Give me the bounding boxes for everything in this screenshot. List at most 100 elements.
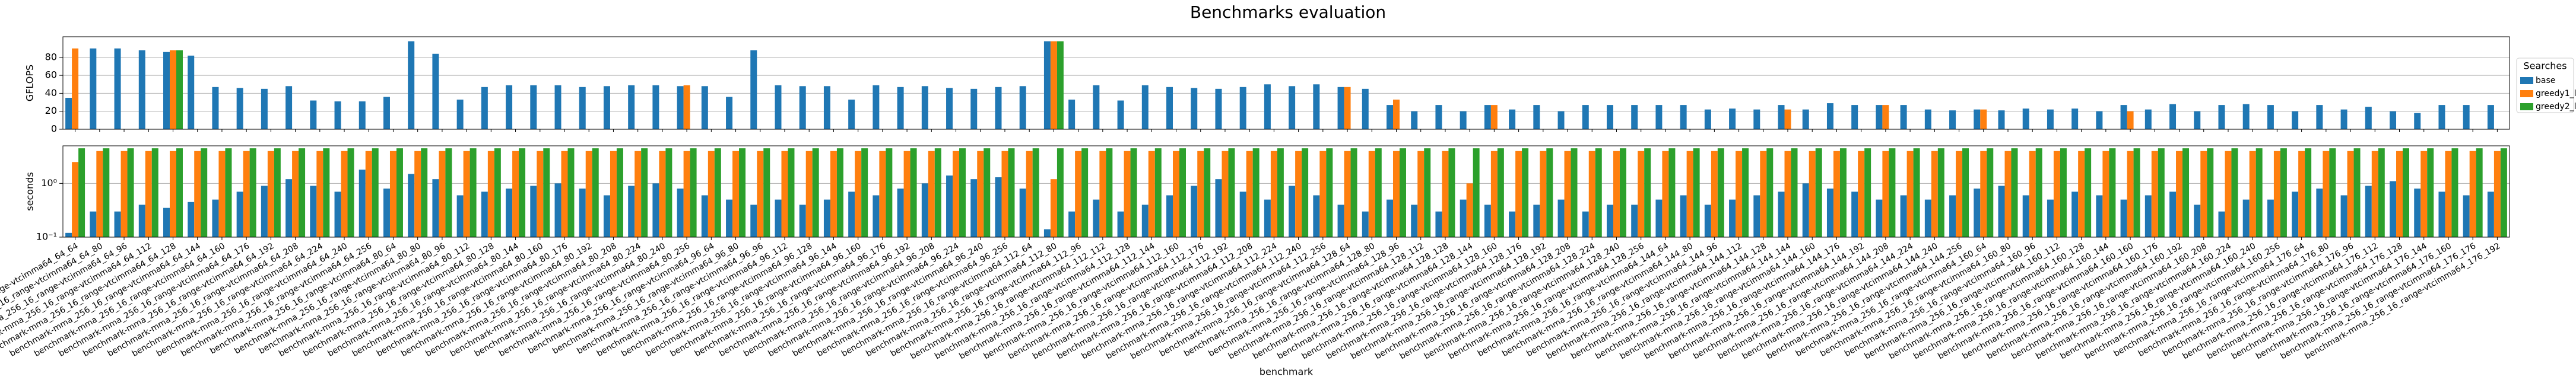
bar — [585, 151, 592, 237]
bar — [243, 151, 250, 237]
bar — [359, 170, 366, 237]
bar — [1019, 86, 1026, 129]
bar — [659, 151, 666, 237]
x-axis-label: benchmark — [1260, 366, 1314, 378]
bar — [1043, 229, 1051, 237]
bar — [1509, 211, 1516, 237]
bar — [1595, 148, 1602, 237]
bar — [1606, 105, 1613, 129]
bar — [2292, 191, 2299, 237]
bar — [1882, 151, 1889, 237]
y-tick-label: 10⁻¹ — [36, 231, 57, 242]
bar — [1050, 41, 1057, 129]
bar — [481, 191, 488, 237]
bar — [2102, 151, 2109, 237]
bar — [2316, 189, 2323, 237]
bar — [1655, 105, 1663, 129]
bar — [1166, 195, 1173, 237]
bar — [2305, 148, 2312, 237]
bar — [775, 199, 782, 237]
bar — [1130, 148, 1137, 237]
bar — [683, 151, 690, 237]
bar — [701, 86, 708, 129]
bar — [1833, 151, 1840, 237]
bar — [1631, 205, 1638, 237]
bar — [1362, 88, 1369, 129]
bar — [739, 148, 746, 237]
bar — [1655, 199, 1663, 237]
bar — [1540, 151, 1547, 237]
bar — [2096, 111, 2103, 129]
bar — [1099, 151, 1106, 237]
bar — [677, 86, 684, 129]
bar — [977, 151, 984, 237]
bar — [261, 88, 268, 129]
bar — [886, 148, 893, 237]
bar — [1949, 195, 1956, 237]
bar — [1937, 148, 1944, 237]
bar — [2340, 195, 2347, 237]
bar — [1987, 148, 1994, 237]
bar — [1252, 148, 1260, 237]
bar — [2280, 148, 2287, 237]
bar — [1117, 211, 1124, 237]
bar — [456, 100, 464, 129]
bar — [138, 205, 145, 237]
bar — [163, 52, 170, 129]
bar — [1375, 148, 1382, 237]
bar — [506, 85, 513, 129]
bar — [2047, 199, 2054, 237]
bar — [1851, 191, 1858, 237]
bar — [910, 148, 917, 237]
bar — [463, 151, 470, 237]
bar — [1588, 151, 1595, 237]
bar — [616, 148, 623, 237]
bar — [836, 148, 843, 237]
bar — [2022, 108, 2029, 129]
bar — [567, 148, 575, 237]
y-tick-label: 10⁰ — [41, 177, 57, 189]
bar — [530, 85, 537, 129]
bar — [1141, 85, 1149, 129]
bar — [2403, 148, 2409, 237]
bar — [2194, 205, 2201, 237]
bar — [285, 86, 293, 129]
bar — [812, 148, 819, 237]
bar — [2078, 151, 2085, 237]
bar — [1075, 151, 1082, 237]
bar — [1043, 41, 1051, 129]
bar — [1956, 151, 1963, 237]
bar — [2427, 148, 2434, 237]
bar — [830, 151, 837, 237]
bar — [1448, 148, 1455, 237]
legend-title: Searches — [2523, 60, 2567, 72]
bar — [1166, 87, 1173, 129]
bar — [554, 183, 561, 237]
bar — [1680, 195, 1687, 237]
bar — [2231, 148, 2238, 237]
bar — [897, 189, 904, 237]
bar — [2071, 108, 2079, 129]
bar — [2242, 199, 2250, 237]
bar — [750, 205, 757, 237]
bar — [114, 48, 121, 129]
bar — [1906, 151, 1914, 237]
bar — [1974, 109, 1981, 129]
bar — [2347, 151, 2354, 237]
bar — [1515, 151, 1522, 237]
plot-frame — [62, 145, 2510, 238]
bar — [1019, 189, 1026, 237]
bar — [1270, 151, 1277, 237]
bar — [347, 148, 354, 237]
bar — [1826, 103, 1833, 129]
bar — [2414, 113, 2421, 129]
bar — [145, 151, 152, 237]
bar — [1826, 189, 1833, 237]
bar — [714, 148, 721, 237]
bar — [641, 148, 648, 237]
bar — [1778, 191, 1785, 237]
bar — [1124, 151, 1131, 237]
bar — [1484, 205, 1491, 237]
bar — [763, 148, 770, 237]
